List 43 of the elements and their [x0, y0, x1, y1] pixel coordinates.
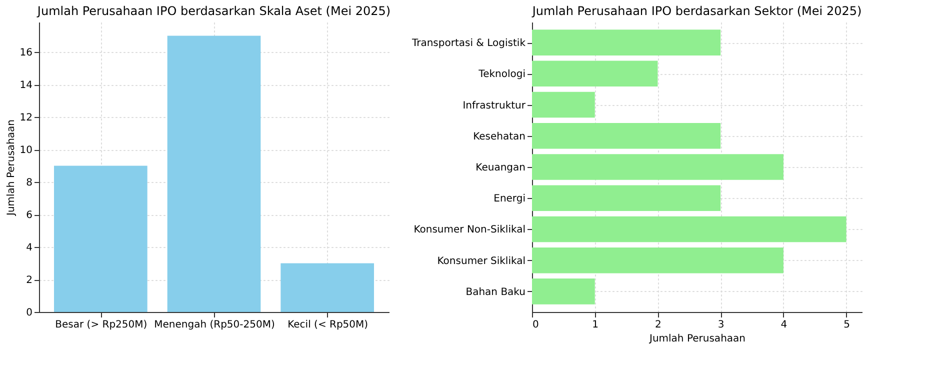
- chart-title: Jumlah Perusahaan IPO berdasarkan Sektor (Mei 2025): [531, 4, 862, 18]
- y-tick-label: Teknologi: [478, 69, 526, 80]
- y-axis-title: Jumlah Perusahaan: [6, 120, 17, 216]
- y-tick-label: Kesehatan: [473, 131, 526, 142]
- x-tick-label: 3: [718, 320, 724, 330]
- y-tick-label: 14: [20, 80, 32, 92]
- x-tick-label: 4: [780, 320, 788, 330]
- bar: [167, 36, 261, 312]
- x-tick-label: Besar (> Rp250M): [55, 320, 148, 330]
- y-tick-label: 10: [20, 145, 32, 156]
- y-tick-label: 2: [26, 275, 32, 286]
- y-tick-label: 8: [26, 178, 32, 189]
- x-axis-title: Jumlah Perusahaan: [648, 334, 746, 344]
- y-tick-label: Infrastruktur: [462, 100, 526, 112]
- bar: [532, 30, 721, 56]
- bar: [532, 247, 784, 274]
- y-tick-label: Bahan Baku: [466, 286, 526, 298]
- y-tick-label: Konsumer Non-Siklikal: [414, 224, 526, 236]
- bar: [532, 216, 846, 242]
- bar: [532, 92, 595, 118]
- y-tick-label: 6: [26, 210, 32, 222]
- bar: [532, 123, 721, 149]
- chart-title: Jumlah Perusahaan IPO berdasarkan Skala Aset (Mei 2025): [36, 4, 391, 18]
- x-tick-label: Menengah (Rp50-250M): [154, 320, 275, 330]
- x-tick-label: 2: [655, 320, 662, 330]
- y-tick-label: 16: [20, 48, 32, 59]
- bar: [532, 60, 658, 87]
- y-tick-label: 12: [20, 112, 32, 124]
- x-tick-label: 0: [532, 320, 539, 330]
- bar: [532, 278, 595, 304]
- y-tick-label: Keuangan: [476, 162, 526, 174]
- bar: [280, 263, 374, 312]
- bar: [54, 166, 148, 312]
- y-tick-label: Energi: [494, 194, 526, 205]
- y-tick-label: Transportasi & Logistik: [410, 38, 526, 50]
- y-tick-label: 4: [26, 242, 32, 254]
- x-tick-label: 1: [592, 320, 599, 330]
- y-tick-label: 0: [26, 308, 32, 318]
- x-tick-label: Kecil (< Rp50M): [288, 320, 368, 330]
- y-tick-label: Konsumer Siklikal: [437, 256, 526, 267]
- bar: [532, 185, 721, 211]
- x-tick-label: 5: [844, 320, 850, 330]
- bar: [532, 154, 784, 180]
